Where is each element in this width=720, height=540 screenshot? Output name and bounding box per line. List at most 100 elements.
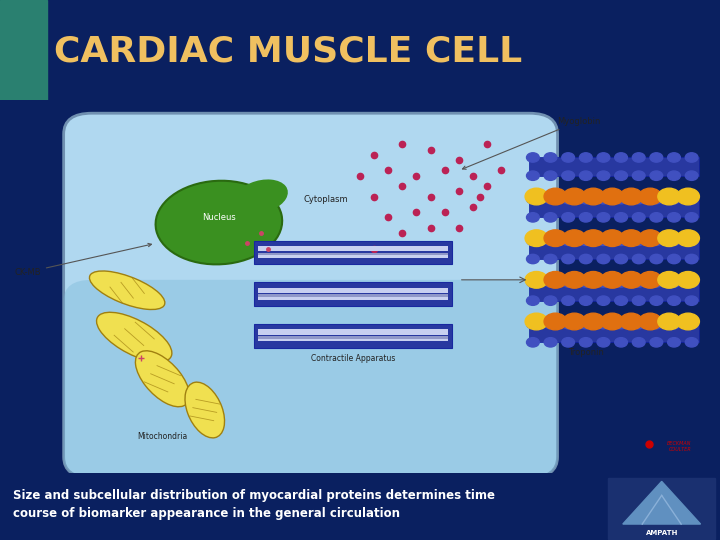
Circle shape [650,254,662,264]
Bar [254,282,451,306]
Circle shape [650,236,662,246]
Circle shape [601,272,624,288]
Circle shape [526,338,539,347]
Circle shape [601,188,624,205]
Text: Contractile Apparatus: Contractile Apparatus [311,354,395,362]
Circle shape [582,313,605,330]
Circle shape [562,213,575,222]
Circle shape [544,254,557,264]
Bar [258,253,448,258]
Circle shape [582,272,605,288]
Circle shape [667,153,680,162]
Circle shape [620,230,642,246]
Ellipse shape [96,312,172,362]
Circle shape [580,338,592,347]
Circle shape [632,278,645,287]
Circle shape [562,338,575,347]
Circle shape [597,278,610,287]
Circle shape [544,213,557,222]
Circle shape [563,230,585,246]
Circle shape [667,338,680,347]
Circle shape [632,296,645,305]
Circle shape [677,230,699,246]
Circle shape [582,188,605,205]
Circle shape [597,194,610,204]
Circle shape [685,171,698,180]
Circle shape [544,236,557,246]
Bar [0,0,47,100]
Circle shape [667,171,680,180]
Circle shape [597,254,610,264]
Circle shape [615,319,627,329]
Circle shape [544,319,557,329]
Circle shape [615,171,627,180]
Circle shape [615,153,627,162]
Circle shape [563,188,585,205]
Circle shape [658,313,680,330]
Polygon shape [623,481,701,524]
Circle shape [615,254,627,264]
Circle shape [615,278,627,287]
Circle shape [615,236,627,246]
Circle shape [526,254,539,264]
Circle shape [685,338,698,347]
Circle shape [639,313,662,330]
Circle shape [580,153,592,162]
Circle shape [580,236,592,246]
Text: Nucleus: Nucleus [202,213,235,222]
Circle shape [597,153,610,162]
Circle shape [667,194,680,204]
Circle shape [632,171,645,180]
Circle shape [632,194,645,204]
Circle shape [658,272,680,288]
Circle shape [525,272,548,288]
Circle shape [685,153,698,162]
Circle shape [562,278,575,287]
Circle shape [526,236,539,246]
Circle shape [580,319,592,329]
Circle shape [685,236,698,246]
Circle shape [525,230,548,246]
Circle shape [580,194,592,204]
Text: Myoglobin: Myoglobin [462,117,601,169]
Bar [254,241,451,264]
Circle shape [677,313,699,330]
Circle shape [632,153,645,162]
Circle shape [601,230,624,246]
Circle shape [526,319,539,329]
Circle shape [526,296,539,305]
Circle shape [685,319,698,329]
Circle shape [685,213,698,222]
Circle shape [639,188,662,205]
Circle shape [580,278,592,287]
Ellipse shape [135,351,189,407]
Circle shape [639,272,662,288]
Circle shape [650,319,662,329]
FancyBboxPatch shape [63,280,557,478]
Circle shape [580,296,592,305]
Circle shape [620,272,642,288]
Circle shape [597,338,610,347]
Circle shape [526,213,539,222]
Bar [529,241,698,259]
Text: BECKMAN
COULTER: BECKMAN COULTER [667,441,692,451]
Circle shape [685,278,698,287]
Circle shape [685,296,698,305]
Circle shape [525,313,548,330]
Circle shape [615,213,627,222]
Circle shape [615,194,627,204]
Ellipse shape [156,181,282,265]
Circle shape [597,171,610,180]
Circle shape [526,171,539,180]
Circle shape [562,236,575,246]
Circle shape [650,338,662,347]
Circle shape [544,171,557,180]
Bar [258,294,448,297]
Text: Troponin: Troponin [568,348,604,357]
Bar [529,199,698,217]
Circle shape [582,230,605,246]
Text: CARDIAC MUSCLE CELL: CARDIAC MUSCLE CELL [54,35,522,69]
Circle shape [544,188,567,205]
Circle shape [562,171,575,180]
Circle shape [667,254,680,264]
